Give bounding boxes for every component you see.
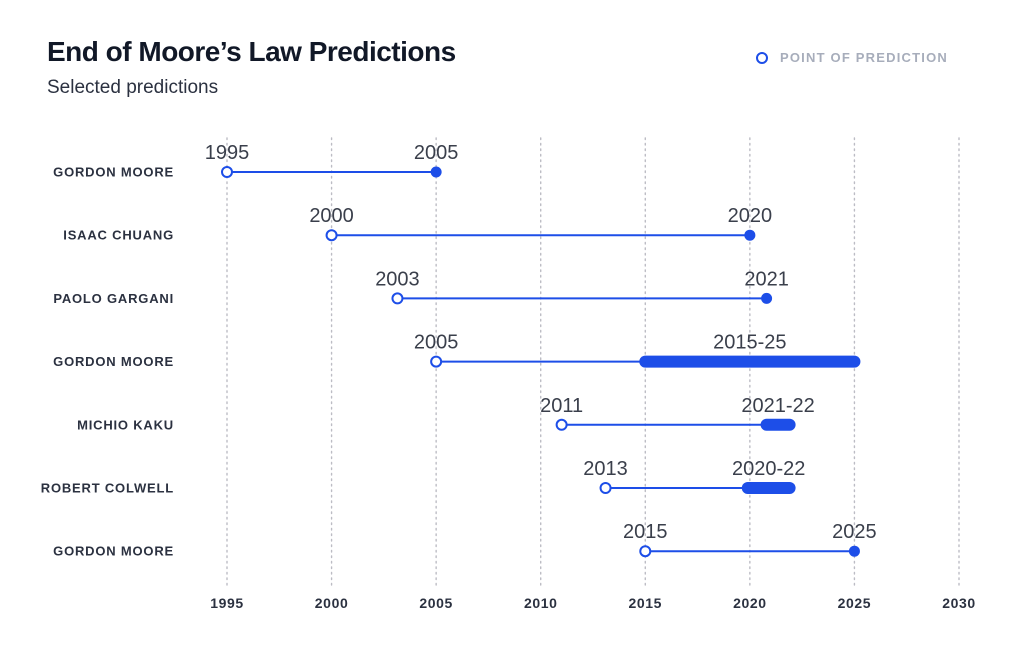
row-label: MICHIO KAKU (77, 417, 174, 432)
prediction-year-label: 2003 (375, 268, 420, 290)
x-tick-label-2025: 2025 (838, 595, 872, 611)
x-tick-label-2000: 2000 (315, 595, 349, 611)
predicted-end-label: 2020 (728, 205, 773, 227)
predicted-end-point (848, 545, 860, 557)
predicted-end-label: 2015-25 (713, 332, 786, 354)
x-tick-label-2020: 2020 (733, 595, 767, 611)
prediction-year-label: 2011 (540, 395, 583, 417)
prediction-year-label: 2015 (623, 521, 668, 543)
prediction-row: GORDON MOORE 1995 2005 (53, 142, 458, 180)
point-of-prediction-marker (599, 482, 612, 494)
x-tick-label-2010: 2010 (524, 595, 558, 611)
row-label: PAOLO GARGANI (53, 291, 174, 306)
prediction-year-label: 1995 (205, 142, 250, 164)
predicted-end-label: 2025 (832, 521, 877, 543)
predicted-end-point (430, 166, 442, 178)
row-label: GORDON MOORE (53, 544, 174, 559)
x-tick-label-2005: 2005 (419, 595, 453, 611)
prediction-row: GORDON MOORE 2015 2025 (53, 521, 877, 559)
x-tick-label-2030: 2030 (942, 595, 976, 611)
prediction-year-label: 2013 (583, 458, 628, 480)
row-label: GORDON MOORE (53, 354, 174, 369)
prediction-row: PAOLO GARGANI 2003 2021 (53, 268, 789, 306)
x-tick-label-2015: 2015 (629, 595, 663, 611)
point-of-prediction-marker (221, 166, 233, 178)
legend: POINT OF PREDICTION (756, 50, 948, 65)
point-of-prediction-marker (555, 418, 568, 431)
point-of-prediction-marker (325, 229, 338, 242)
point-of-prediction-marker (391, 292, 404, 305)
prediction-year-label: 2000 (309, 205, 354, 227)
prediction-rows: GORDON MOORE 1995 2005 ISAAC CHUANG 2000 2020… (41, 142, 877, 559)
predicted-end-label: 2005 (414, 142, 459, 164)
chart-subtitle: Selected predictions (47, 77, 219, 98)
row-label: ISAAC CHUANG (63, 228, 174, 243)
row-label: ROBERT COLWELL (41, 481, 174, 496)
predicted-end-point (761, 292, 773, 304)
legend-label: POINT OF PREDICTION (780, 50, 948, 65)
chart-title: End of Moore’s Law Predictions (47, 36, 456, 67)
row-label: GORDON MOORE (53, 165, 174, 180)
prediction-row: ISAAC CHUANG 2000 2020 (63, 205, 772, 243)
x-tick-label-1995: 1995 (210, 595, 244, 611)
predicted-end-label: 2020-22 (732, 458, 805, 480)
prediction-row: GORDON MOORE 2005 2015-25 (53, 332, 861, 369)
predicted-end-label: 2021-22 (741, 395, 814, 417)
prediction-year-label: 2005 (414, 332, 459, 354)
predicted-end-label: 2021 (744, 268, 789, 290)
predicted-end-point (744, 229, 756, 241)
x-axis: 1995 2000 2005 2010 2015 2020 2025 2030 (210, 595, 976, 611)
point-of-prediction-marker (430, 355, 443, 368)
prediction-row: MICHIO KAKU 2011 2021-22 (77, 395, 815, 433)
legend-open-circle-icon (756, 51, 768, 64)
prediction-row: ROBERT COLWELL 2013 2020-22 (41, 458, 806, 496)
point-of-prediction-marker (639, 545, 652, 558)
